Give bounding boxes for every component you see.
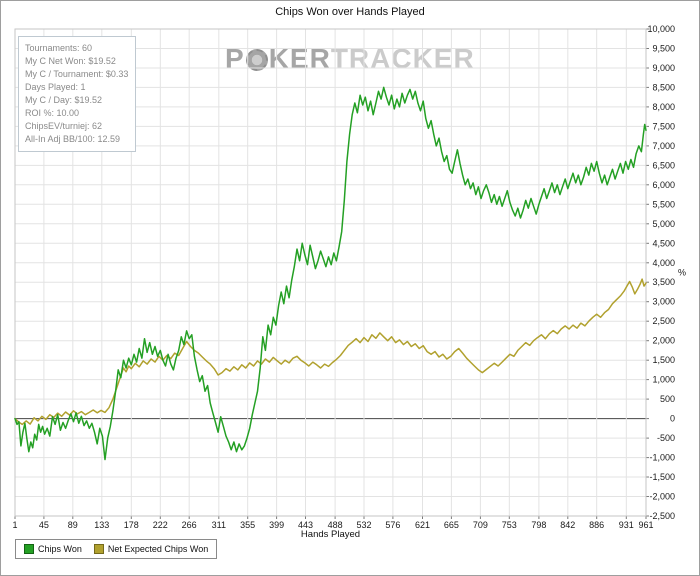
x-tick-label: 266 bbox=[182, 520, 197, 530]
stat-per-day: My C / Day: $19.52 bbox=[25, 95, 103, 105]
x-tick-label: 45 bbox=[39, 520, 49, 530]
y-tick-label: 10,000 bbox=[647, 24, 675, 34]
x-tick-label: 961 bbox=[638, 520, 653, 530]
y-tick-label: 0 bbox=[670, 414, 675, 424]
x-tick-label: 665 bbox=[444, 520, 459, 530]
y-tick-label: 8,000 bbox=[652, 102, 675, 112]
y-tick-label: -1,500 bbox=[649, 472, 675, 482]
right-axis-unit-label: % bbox=[678, 268, 686, 278]
y-tick-label: 7,500 bbox=[652, 121, 675, 131]
x-tick-label: 621 bbox=[415, 520, 430, 530]
legend-label-net-expected: Net Expected Chips Won bbox=[107, 544, 209, 554]
net-expected-chips-won-line bbox=[14, 278, 647, 426]
x-tick-label: 488 bbox=[328, 520, 343, 530]
y-tick-label: 5,000 bbox=[652, 219, 675, 229]
x-tick-label: 576 bbox=[385, 520, 400, 530]
stats-box: Tournaments: 60 My C Net Won: $19.52 My … bbox=[18, 36, 137, 152]
stat-chipsev: ChipsEV/turniej: 62 bbox=[25, 121, 103, 131]
chips-won-line bbox=[14, 86, 647, 461]
chips-won-swatch bbox=[24, 544, 34, 554]
x-tick-label: 753 bbox=[502, 520, 517, 530]
x-tick-label: 222 bbox=[153, 520, 168, 530]
stat-roi: ROI %: 10.00 bbox=[25, 108, 80, 118]
y-tick-label: 9,000 bbox=[652, 63, 675, 73]
net-expected-swatch bbox=[93, 544, 104, 554]
watermark-text-p: P bbox=[225, 43, 245, 74]
y-tick-label: -2,500 bbox=[649, 511, 675, 521]
legend: Chips Won Net Expected Chips Won bbox=[15, 539, 218, 559]
x-tick-label: 842 bbox=[560, 520, 575, 530]
x-tick-label: 311 bbox=[212, 520, 226, 530]
y-tick-label: -1,000 bbox=[649, 453, 675, 463]
x-tick-label: 709 bbox=[473, 520, 488, 530]
x-tick-label: 89 bbox=[68, 520, 78, 530]
y-tick-label: 9,500 bbox=[652, 44, 675, 54]
y-tick-label: 500 bbox=[660, 394, 675, 404]
legend-label-chips-won: Chips Won bbox=[38, 544, 82, 554]
stat-tournaments: Tournaments: 60 bbox=[25, 43, 93, 53]
legend-item-chips-won: Chips Won bbox=[24, 544, 82, 554]
chart-title: Chips Won over Hands Played bbox=[275, 6, 425, 18]
y-tick-label: 8,500 bbox=[652, 82, 675, 92]
y-tick-label: 6,500 bbox=[652, 160, 675, 170]
stat-allin-adj: All-In Adj BB/100: 12.59 bbox=[25, 134, 121, 144]
y-tick-label: 1,000 bbox=[652, 375, 675, 385]
y-tick-label: 1,500 bbox=[652, 355, 675, 365]
x-tick-label: 798 bbox=[531, 520, 546, 530]
x-tick-label: 532 bbox=[356, 520, 371, 530]
stat-per-tournament: My C / Tournament: $0.33 bbox=[25, 69, 129, 79]
plot-border bbox=[14, 28, 647, 517]
y-tick-label: 2,500 bbox=[652, 316, 675, 326]
y-tick-label: 4,500 bbox=[652, 238, 675, 248]
x-tick-label: 886 bbox=[589, 520, 604, 530]
y-tick-label: -2,000 bbox=[649, 492, 675, 502]
x-tick-label: 355 bbox=[240, 520, 255, 530]
stat-net-won: My C Net Won: $19.52 bbox=[25, 56, 116, 66]
x-tick-label: 133 bbox=[94, 520, 109, 530]
y-tick-label: 7,000 bbox=[652, 141, 675, 151]
y-tick-label: 2,000 bbox=[652, 336, 675, 346]
y-tick-label: 4,000 bbox=[652, 258, 675, 268]
stat-days-played: Days Played: 1 bbox=[25, 82, 86, 92]
poker-chip-icon bbox=[245, 49, 268, 71]
x-tick-label: 931 bbox=[619, 520, 634, 530]
x-tick-label: 399 bbox=[269, 520, 284, 530]
legend-item-net-expected: Net Expected Chips Won bbox=[93, 544, 209, 554]
x-axis-title: Hands Played bbox=[300, 529, 361, 540]
y-tick-label: 3,500 bbox=[652, 277, 675, 287]
y-tick-label: 5,500 bbox=[652, 199, 675, 209]
x-tick-label: 443 bbox=[298, 520, 313, 530]
x-tick-label: 1 bbox=[12, 520, 17, 530]
y-tick-label: 6,000 bbox=[652, 180, 675, 190]
y-tick-label: 3,000 bbox=[652, 297, 675, 307]
y-tick-label: -500 bbox=[657, 433, 675, 443]
x-tick-label: 178 bbox=[124, 520, 139, 530]
